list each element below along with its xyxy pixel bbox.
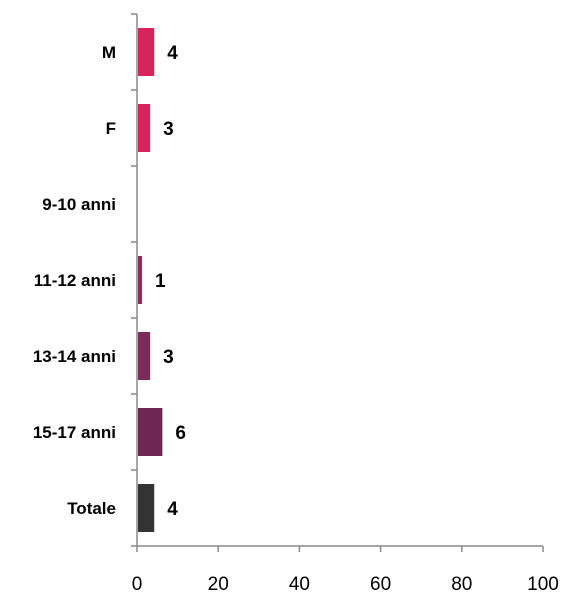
bar-f [138,104,151,152]
bar-totale [138,484,155,532]
category-label-totale: Totale [67,499,116,518]
data-label-11-12-anni: 1 [155,271,166,292]
bar-13-14-anni [138,332,151,380]
data-label-totale: 4 [167,499,178,520]
x-tick-label: 60 [370,574,391,592]
data-label-15-17-anni: 6 [175,423,186,444]
category-label-15-17-anni: 15-17 anni [33,423,116,442]
x-tick-label: 100 [527,574,559,592]
category-label-13-14-anni: 13-14 anni [33,347,116,366]
x-tick-label: 0 [132,574,143,592]
category-label-f: F [106,119,116,138]
category-label-11-12-anni: 11-12 anni [34,271,116,290]
x-tick-label: 40 [289,574,310,592]
data-label-13-14-anni: 3 [163,347,174,368]
x-tick-label: 80 [451,574,472,592]
bar-15-17-anni [138,408,163,456]
x-tick-label: 20 [208,574,229,592]
labels-layer: M 4 F 3 9-10 anni 11-12 anni 1 13-14 anni 3 15-17… [33,43,186,520]
data-label-f: 3 [163,119,174,140]
ticks-layer: 0 20 40 60 80 100 [131,13,559,592]
data-label-m: 4 [167,43,178,64]
category-label-9-10-anni: 9-10 anni [42,195,116,214]
bar-m [138,28,155,76]
bars-layer [138,28,163,532]
category-label-m: M [102,43,116,62]
bar-11-12-anni [138,256,143,304]
